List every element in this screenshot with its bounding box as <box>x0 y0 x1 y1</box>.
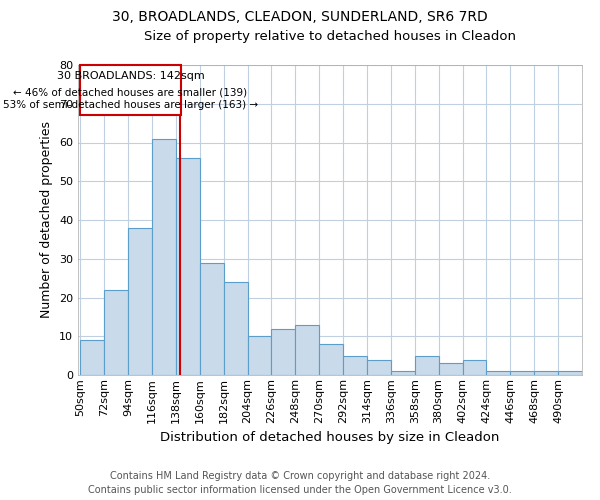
Bar <box>271 328 295 375</box>
Y-axis label: Number of detached properties: Number of detached properties <box>40 122 53 318</box>
Text: 30 BROADLANDS: 142sqm: 30 BROADLANDS: 142sqm <box>56 71 205 81</box>
Bar <box>248 336 271 375</box>
Bar <box>80 340 104 375</box>
Bar <box>415 356 439 375</box>
Bar <box>511 371 534 375</box>
Bar <box>463 360 487 375</box>
X-axis label: Distribution of detached houses by size in Cleadon: Distribution of detached houses by size … <box>160 431 500 444</box>
Bar <box>200 262 224 375</box>
Bar <box>487 371 511 375</box>
Bar <box>534 371 558 375</box>
Text: ← 46% of detached houses are smaller (139): ← 46% of detached houses are smaller (13… <box>13 87 248 97</box>
Title: Size of property relative to detached houses in Cleadon: Size of property relative to detached ho… <box>144 30 516 43</box>
Bar <box>439 364 463 375</box>
Bar <box>391 371 415 375</box>
Bar <box>176 158 200 375</box>
Bar <box>224 282 248 375</box>
Bar <box>319 344 343 375</box>
Bar <box>104 290 128 375</box>
Bar <box>128 228 152 375</box>
Bar <box>152 138 176 375</box>
FancyBboxPatch shape <box>80 65 181 116</box>
Bar <box>367 360 391 375</box>
Text: 30, BROADLANDS, CLEADON, SUNDERLAND, SR6 7RD: 30, BROADLANDS, CLEADON, SUNDERLAND, SR6… <box>112 10 488 24</box>
Bar <box>558 371 582 375</box>
Bar <box>343 356 367 375</box>
Text: Contains HM Land Registry data © Crown copyright and database right 2024.
Contai: Contains HM Land Registry data © Crown c… <box>88 471 512 495</box>
Text: 53% of semi-detached houses are larger (163) →: 53% of semi-detached houses are larger (… <box>3 100 258 110</box>
Bar <box>295 324 319 375</box>
